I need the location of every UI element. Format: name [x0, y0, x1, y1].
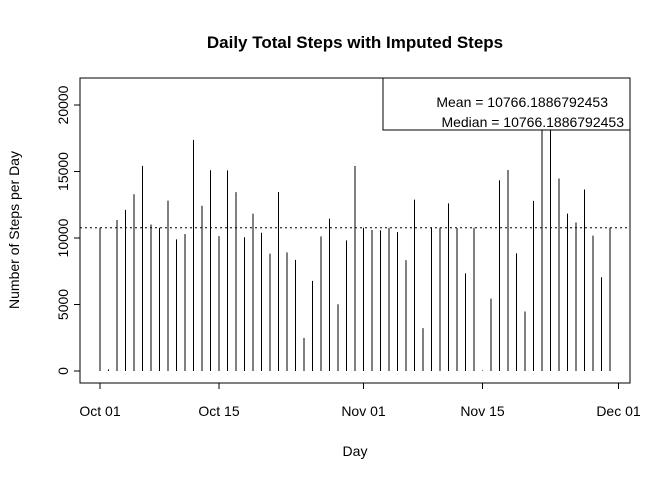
x-axis: Oct 01 Oct 15 Nov 01 Nov 15 Dec 01: [79, 382, 641, 419]
legend: Mean = 10766.1886792453 Median = 10766.1…: [382, 77, 631, 131]
y-tick-label: 10000: [55, 218, 71, 257]
legend-entry-mean: Mean = 10766.1886792453: [436, 94, 608, 110]
x-tick-label: Oct 15: [198, 403, 239, 419]
y-tick-label: 5000: [55, 289, 71, 320]
y-axis-label: Number of Steps per Day: [6, 151, 22, 309]
y-tick-label: 15000: [55, 152, 71, 191]
x-tick-label: Nov 15: [460, 403, 505, 419]
x-axis-label: Day: [343, 443, 368, 459]
y-tick-label: 0: [55, 367, 71, 375]
x-tick-label: Nov 01: [341, 403, 386, 419]
x-tick-label: Dec 01: [596, 403, 641, 419]
legend-entry-median: Median = 10766.1886792453: [441, 114, 624, 130]
legend-box: [382, 77, 631, 131]
bars-group: [99, 89, 611, 371]
y-tick-label: 20000: [55, 85, 71, 124]
y-axis: 0 5000 10000 15000 20000: [55, 85, 81, 375]
x-tick-label: Oct 01: [79, 403, 120, 419]
chart-title: Daily Total Steps with Imputed Steps: [207, 33, 503, 52]
